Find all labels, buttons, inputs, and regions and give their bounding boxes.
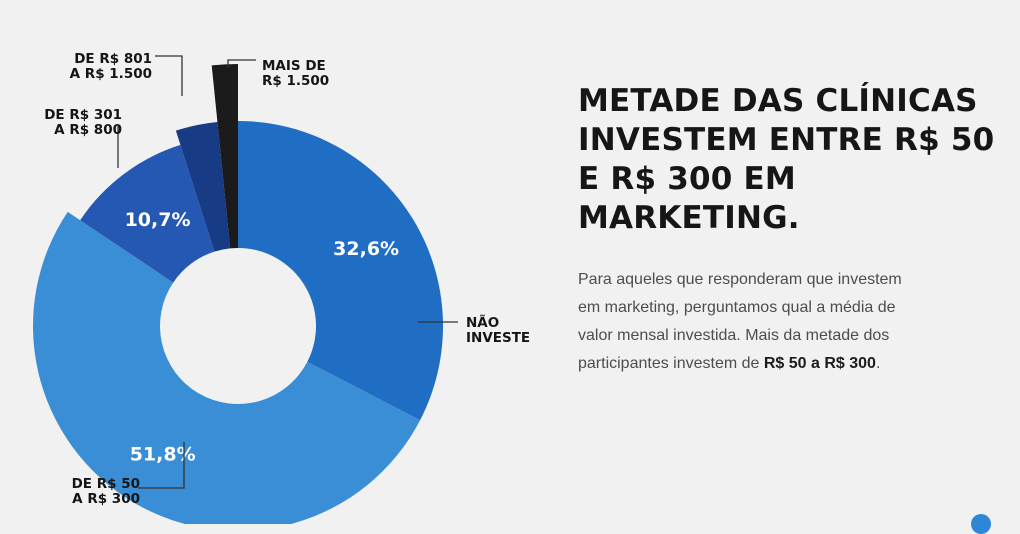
- callout-de-r-50-a-r-300: DE R$ 50A R$ 300: [72, 442, 185, 507]
- brand-mark-icon: [971, 514, 991, 534]
- slice-de-r-801-a-r-1-500: [175, 122, 231, 252]
- value-label-nao-investe: 32,6%: [333, 238, 399, 260]
- slice-mais-de-r-1-500: [211, 64, 238, 249]
- description-end: .: [875, 355, 881, 372]
- leader-line: [227, 59, 256, 68]
- description-text: Para aqueles que responderam que investe…: [578, 271, 902, 372]
- callout-line: R$ 1.500: [262, 73, 329, 89]
- slice-de-r-301-a-r-800: [80, 144, 215, 283]
- value-label-de-r-301-a-r-800: 10,7%: [125, 209, 191, 231]
- headline: METADE DAS CLÍNICAS INVESTEM ENTRE R$ 50…: [578, 83, 995, 236]
- callout-line: MAIS DE: [262, 58, 326, 74]
- callout-line: A R$ 300: [72, 491, 140, 507]
- slice-nao-investe: [238, 121, 443, 421]
- leader-line: [155, 55, 183, 96]
- value-label-de-r-50-a-r-300: 51,8%: [130, 443, 196, 465]
- callout-mais-de-r-1-500: MAIS DER$ 1.500: [227, 58, 329, 89]
- slice-de-r-50-a-r-300: [33, 211, 421, 524]
- callout-line: INVESTE: [466, 330, 530, 346]
- callout-line: A R$ 800: [54, 122, 122, 138]
- description: Para aqueles que responderam que investe…: [578, 266, 908, 378]
- callout-line: A R$ 1.500: [70, 66, 152, 82]
- callout-line: DE R$ 801: [74, 51, 152, 67]
- callout-line: NÃO: [466, 314, 499, 331]
- description-highlight: R$ 50 a R$ 300: [763, 355, 876, 372]
- leader-line: [138, 442, 185, 489]
- callout-line: DE R$ 50: [72, 476, 140, 492]
- callout-line: DE R$ 301: [44, 107, 122, 123]
